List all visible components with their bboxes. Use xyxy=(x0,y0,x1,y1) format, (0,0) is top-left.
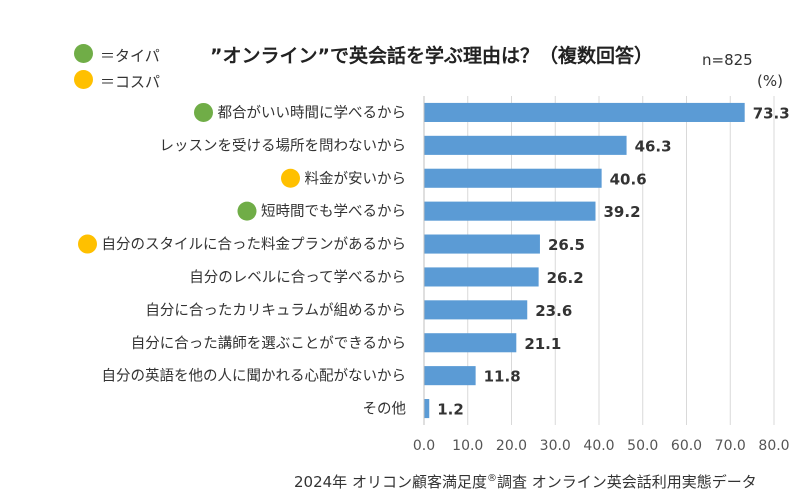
bar-6 xyxy=(424,300,528,320)
category-label-1: レッスンを受ける場所を問わないから xyxy=(160,137,407,154)
bar-0 xyxy=(424,102,745,122)
value-label-1: 46.3 xyxy=(635,137,672,155)
value-label-3: 39.2 xyxy=(604,203,641,221)
category-label-8: 自分の英語を他の人に聞かれる心配がないから xyxy=(102,367,407,385)
category-label-9: その他 xyxy=(363,401,407,418)
value-label-9: 1.2 xyxy=(437,401,464,419)
bar-3 xyxy=(424,201,596,221)
x-tick-label-1: 10.0 xyxy=(452,438,483,454)
x-tick-label-4: 40.0 xyxy=(583,438,614,454)
yellow-dot-icon xyxy=(74,70,93,89)
bar-8 xyxy=(424,366,476,386)
bar-9 xyxy=(424,399,430,419)
legend-label-kosupa: ＝コスパ xyxy=(100,73,161,91)
category-label-4: 自分のスタイルに合った料金プランがあるから xyxy=(102,236,407,253)
source-text-after: 調査 オンライン英会話利用実態データ xyxy=(496,473,757,491)
x-tick-label-6: 60.0 xyxy=(671,438,702,454)
value-label-4: 26.5 xyxy=(548,236,585,254)
value-label-6: 23.6 xyxy=(535,302,572,320)
unit-label: (%) xyxy=(757,72,783,90)
bar-1 xyxy=(424,135,627,155)
yellow-dot-icon-2 xyxy=(281,168,300,188)
category-label-3: 短時間でも学べるから xyxy=(261,203,406,220)
category-label-2: 料金が安いから xyxy=(305,170,407,187)
x-tick-label-7: 70.0 xyxy=(715,438,746,454)
source-text-before: 2024年 オリコン顧客満足度 xyxy=(294,473,487,491)
value-label-8: 11.8 xyxy=(484,368,521,386)
x-tick-label-0: 0.0 xyxy=(413,438,435,454)
bar-5 xyxy=(424,267,539,287)
category-label-0: 都合がいい時間に学べるから xyxy=(218,104,407,121)
x-tick-label-5: 50.0 xyxy=(627,438,658,454)
category-label-5: 自分のレベルに合って学べるから xyxy=(189,269,406,286)
value-label-7: 21.1 xyxy=(524,335,561,353)
green-dot-icon-3 xyxy=(237,201,257,221)
yellow-dot-icon-4 xyxy=(78,234,97,254)
x-tick-label-8: 80.0 xyxy=(758,438,789,454)
chart-title: ”オンライン”で英会話を学ぶ理由は？（複数回答） xyxy=(210,45,653,67)
bar-7 xyxy=(424,333,517,353)
bar-4 xyxy=(424,234,540,254)
bar-2 xyxy=(424,168,602,188)
category-label-6: 自分に合ったカリキュラムが組めるから xyxy=(145,302,406,319)
value-label-0: 73.3 xyxy=(753,104,790,122)
x-tick-label-2: 20.0 xyxy=(496,438,527,454)
value-label-5: 26.2 xyxy=(547,269,584,287)
source-note: 2024年 オリコン顧客満足度®調査 オンライン英会話利用実態データ xyxy=(294,471,757,492)
green-dot-icon xyxy=(74,44,93,63)
category-label-7: 自分に合った講師を選ぶことができるから xyxy=(131,335,406,352)
x-tick-label-3: 30.0 xyxy=(540,438,571,454)
legend-label-taipa: ＝タイパ xyxy=(100,47,160,65)
registered-mark: ® xyxy=(486,473,497,484)
green-dot-icon-0 xyxy=(194,102,213,122)
sample-size: n=825 xyxy=(702,51,753,69)
value-label-2: 40.6 xyxy=(610,170,647,188)
